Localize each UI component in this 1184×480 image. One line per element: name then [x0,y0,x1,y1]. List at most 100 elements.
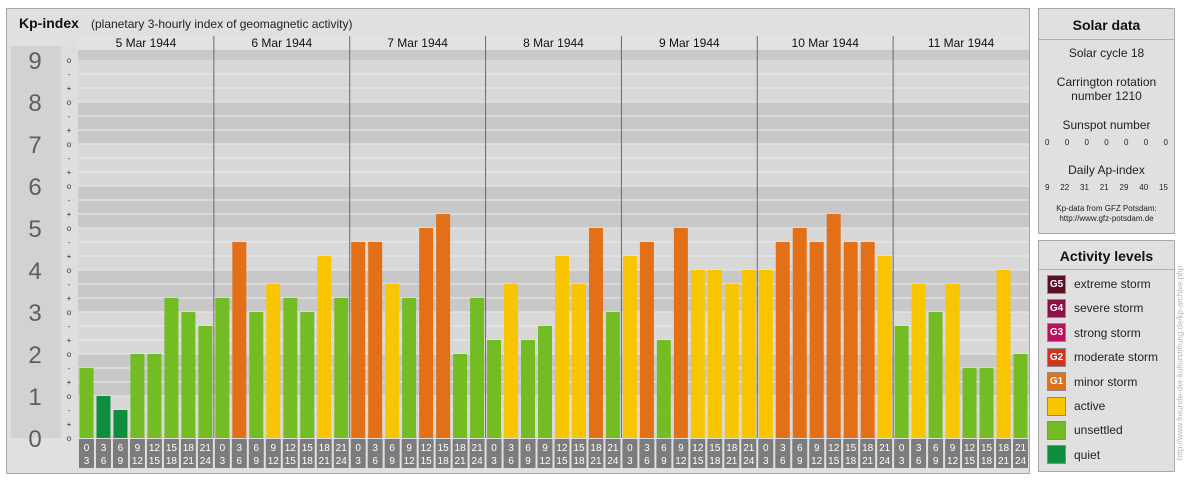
x-interval-end: 15 [556,456,568,467]
thirds-label: o [67,266,72,275]
x-interval-box [571,439,587,468]
x-interval-end: 21 [726,456,738,467]
x-interval-box [367,439,383,468]
x-interval-start: 6 [118,443,124,454]
kp-bar [385,283,400,438]
kp-bar [860,241,875,438]
thirds-label: - [68,154,71,163]
x-interval-box [418,439,434,468]
x-interval-box [401,439,417,468]
thirds-label: - [68,70,71,79]
x-interval-box [775,439,791,468]
legend-label: severe storm [1074,301,1144,316]
x-interval-box [503,439,519,468]
x-interval-end: 9 [797,456,803,467]
x-interval-box [197,439,213,468]
x-interval-end: 15 [964,456,976,467]
source-url: http://www.gfz-potsdam.de [1059,214,1154,223]
x-interval-end: 9 [254,456,260,467]
day-label: 5 Mar 1944 [116,36,177,50]
x-interval-box [163,439,179,468]
x-interval-box [605,439,621,468]
y-tick-label: 6 [28,174,41,201]
legend-swatch [1047,420,1066,440]
x-interval-start: 9 [678,443,684,454]
x-interval-start: 21 [1015,443,1027,454]
x-interval-box [79,439,94,468]
thirds-label: o [67,434,72,443]
x-interval-end: 6 [916,456,922,467]
x-interval-box [452,439,468,468]
x-interval-start: 12 [149,443,161,454]
carrington-number: number 1210 [1071,89,1142,103]
legend-item: G4 severe storm [1047,298,1143,318]
sunspot-value: 0 [1104,138,1109,147]
x-interval-start: 3 [372,443,378,454]
thirds-column [61,46,78,438]
kp-bar [436,214,451,438]
x-interval-box [979,439,995,468]
x-interval-end: 24 [200,456,212,467]
x-interval-start: 15 [302,443,314,454]
x-interval-end: 12 [404,456,416,467]
kp-bar [826,214,841,438]
x-interval-box [724,439,740,468]
y-tick-label: 8 [28,90,41,117]
thirds-label: + [67,336,72,345]
legend-swatch: G5 [1047,274,1066,294]
x-interval-end: 9 [389,456,395,467]
ap-value: 21 [1099,183,1109,192]
legend-item: quiet [1047,445,1100,465]
legend-item: active [1047,396,1105,416]
kp-bar [113,409,128,438]
kp-bar [521,340,536,438]
x-interval-box [248,439,264,468]
kp-bar [792,228,807,438]
source-credit: Kp-data from GFZ Potsdam: [1056,204,1157,213]
kp-bar [79,367,94,438]
x-interval-start: 0 [84,443,90,454]
kp-bar [690,270,705,438]
divider [1039,39,1174,40]
kp-bar [656,340,671,438]
thirds-label: + [67,168,72,177]
x-interval-box [996,439,1012,468]
x-interval-end: 6 [780,456,786,467]
x-interval-end: 24 [607,456,619,467]
carrington-rotation: Carrington rotation [1056,75,1157,89]
x-interval-start: 6 [797,443,803,454]
x-interval-end: 6 [101,456,107,467]
legend-swatch [1047,396,1066,416]
x-interval-box [792,439,808,468]
x-interval-box [384,439,400,468]
x-interval-start: 3 [508,443,514,454]
x-interval-end: 18 [573,456,585,467]
x-interval-start: 3 [780,443,786,454]
x-interval-box [945,439,961,468]
legend-item: G3 strong storm [1047,323,1141,343]
day-label: 8 Mar 1944 [523,36,584,50]
x-interval-start: 9 [406,443,412,454]
kp-bar [673,228,688,438]
legend-item: unsettled [1047,420,1123,440]
x-interval-end: 9 [933,456,939,467]
kp-bar [588,228,603,438]
sunspot-value: 0 [1084,138,1089,147]
x-interval-end: 18 [845,456,857,467]
x-interval-end: 12 [811,456,823,467]
kp-bar [164,298,179,438]
legend-label: quiet [1074,447,1101,462]
x-interval-box [316,439,332,468]
kp-bar [215,298,230,438]
watermark: http://www.freunde-der-kulturstiftung.de… [1175,258,1184,468]
x-interval-start: 0 [220,443,226,454]
sunspot-value: 0 [1163,138,1168,147]
thirds-label: o [67,140,72,149]
kp-bar [639,241,654,438]
thirds-label: - [68,196,71,205]
x-interval-end: 18 [438,456,450,467]
x-interval-start: 12 [556,443,568,454]
x-interval-end: 15 [149,456,161,467]
ap-value: 22 [1060,183,1070,192]
x-interval-start: 15 [709,443,721,454]
